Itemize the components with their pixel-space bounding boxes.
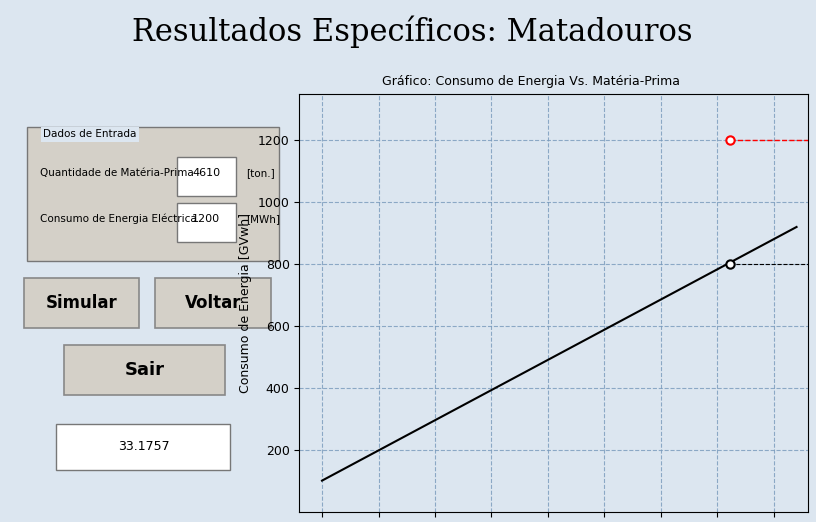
FancyBboxPatch shape xyxy=(56,424,230,470)
FancyBboxPatch shape xyxy=(156,278,271,328)
Text: Sair: Sair xyxy=(125,361,165,378)
Text: Quantidade de Matéria-Prima: Quantidade de Matéria-Prima xyxy=(41,168,194,179)
Text: Consumo de Energia Eléctrica: Consumo de Energia Eléctrica xyxy=(41,214,197,224)
Text: Gráfico: Consumo de Energia Vs. Matéria-Prima: Gráfico: Consumo de Energia Vs. Matéria-… xyxy=(382,75,680,88)
Text: [ton.]: [ton.] xyxy=(246,168,275,179)
FancyBboxPatch shape xyxy=(64,345,225,395)
Y-axis label: Consumo de Energia [GVwh]: Consumo de Energia [GVwh] xyxy=(239,213,252,393)
Text: [MWh]: [MWh] xyxy=(246,214,281,224)
FancyBboxPatch shape xyxy=(27,127,278,261)
FancyBboxPatch shape xyxy=(177,203,236,242)
FancyBboxPatch shape xyxy=(24,278,140,328)
Text: Dados de Entrada: Dados de Entrada xyxy=(43,129,136,139)
Text: Voltar: Voltar xyxy=(184,294,242,312)
Text: 33.1757: 33.1757 xyxy=(118,441,169,453)
FancyBboxPatch shape xyxy=(177,157,236,196)
Text: Simular: Simular xyxy=(46,294,118,312)
Text: Resultados Específicos: Matadouros: Resultados Específicos: Matadouros xyxy=(131,15,693,48)
Text: 4610: 4610 xyxy=(193,168,220,179)
Text: 1200: 1200 xyxy=(193,214,220,224)
